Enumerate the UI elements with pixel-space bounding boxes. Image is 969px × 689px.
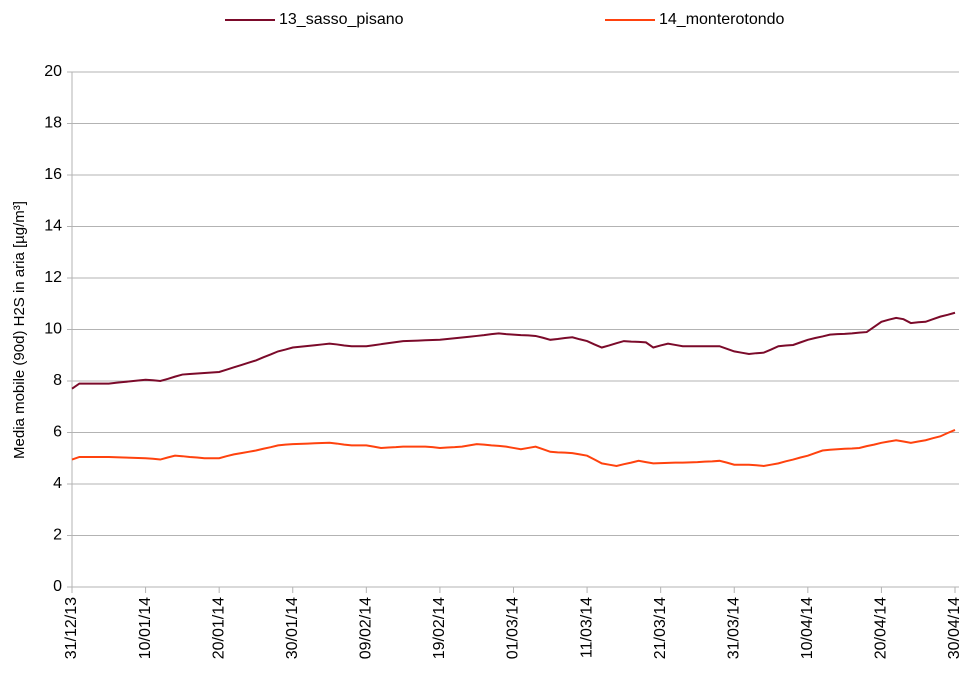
x-tick-label: 11/03/14 (578, 597, 595, 658)
x-tick-label: 01/03/14 (505, 597, 522, 659)
x-tick-label: 21/03/14 (652, 597, 669, 659)
y-tick-label: 12 (44, 269, 62, 286)
y-tick-label: 20 (44, 63, 62, 80)
x-tick-label: 31/03/14 (725, 597, 742, 659)
legend-label: 13_sasso_pisano (279, 11, 404, 28)
y-axis-label: Media mobile (90d) H2S in aria [µg/m³] (11, 201, 28, 459)
y-tick-label: 18 (44, 115, 62, 132)
series-line (71, 311, 956, 390)
x-tick-label: 31/12/13 (63, 597, 80, 659)
x-tick-label: 10/04/14 (799, 597, 816, 659)
x-tick-label: 09/02/14 (358, 597, 375, 659)
legend-label: 14_monterotondo (659, 11, 785, 28)
y-tick-label: 4 (53, 475, 62, 492)
x-tick-label: 30/01/14 (284, 597, 301, 659)
y-tick-label: 0 (53, 578, 62, 595)
y-tick-label: 16 (44, 166, 62, 183)
y-tick-label: 10 (44, 321, 62, 338)
x-tick-label: 10/01/14 (137, 597, 154, 659)
y-tick-label: 2 (53, 527, 62, 544)
x-tick-label: 19/02/14 (431, 597, 448, 659)
y-tick-label: 8 (53, 372, 62, 389)
y-tick-label: 6 (53, 424, 62, 441)
series-line (71, 429, 956, 468)
x-tick-label: 20/04/14 (873, 597, 890, 659)
x-tick-label: 20/01/14 (210, 597, 227, 659)
x-tick-label: 30/04/14 (946, 597, 963, 659)
y-tick-label: 14 (44, 218, 62, 235)
